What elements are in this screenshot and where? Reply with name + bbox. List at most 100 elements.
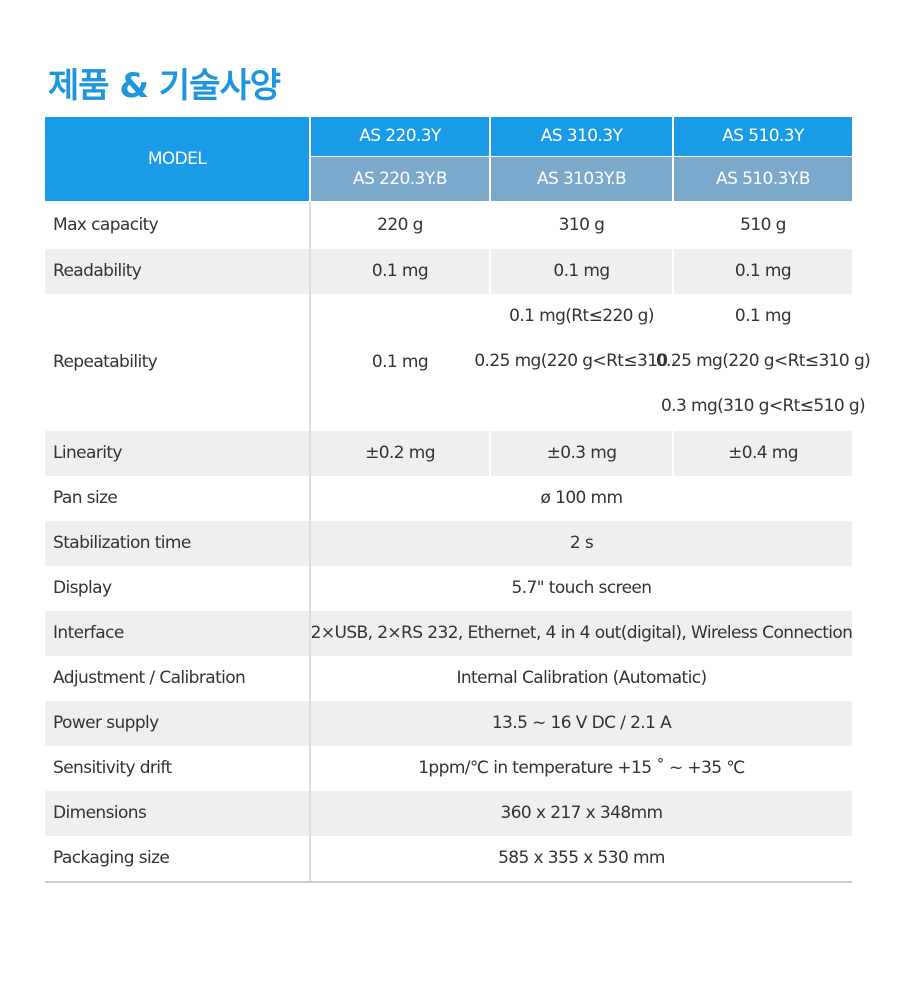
divider	[309, 476, 311, 521]
model-header: MODEL	[45, 117, 309, 201]
cell-text: ø 100 mm	[540, 488, 624, 508]
cell-text: AS 3103Y.B	[536, 168, 627, 189]
divider	[309, 249, 311, 294]
cell: 5.7" touch screen	[311, 566, 852, 611]
divider	[309, 521, 311, 566]
cell-text: 2 s	[569, 533, 594, 553]
cell-text: 360 x 217 x 348mm	[500, 803, 664, 823]
divider	[309, 294, 311, 431]
model-name: AS 510.3Y.B	[674, 157, 852, 201]
divider	[309, 836, 311, 881]
cell-text: 5.7" touch screen	[511, 578, 653, 598]
cell-text: 0.1 mg(Rt≤220 g)	[509, 306, 654, 326]
row-label: Display	[45, 566, 309, 611]
cell-text: Pan size	[53, 488, 118, 508]
model-name: AS 220.3Y.B	[311, 157, 489, 201]
cell: 0.1 mg	[491, 249, 672, 294]
cell-text: 510 g	[740, 215, 786, 235]
row-label: Sensitivity drift	[45, 746, 309, 791]
cell: ±0.2 mg	[311, 431, 489, 476]
cell-text: 0.3 mg(310 g<Rt≤510 g)	[660, 396, 866, 416]
row-label: Packaging size	[45, 836, 309, 881]
cell-text: Internal Calibration (Automatic)	[456, 668, 707, 688]
title: 제품 & 기술사양	[48, 66, 281, 106]
cell-text: 220 g	[377, 215, 423, 235]
divider	[309, 791, 311, 836]
cell-text: 13.5 ~ 16 V DC / 2.1 A	[491, 713, 672, 733]
cell: 510 g	[674, 202, 852, 249]
cell-text: 0.1 mg	[734, 261, 792, 281]
cell-text: AS 220.3Y.B	[353, 168, 448, 189]
row-label: Readability	[45, 249, 309, 294]
cell-text: Max capacity	[53, 215, 159, 235]
cell-text: Stabilization time	[53, 533, 191, 553]
cell-text: AS 510.3Y	[722, 126, 804, 146]
cell-text: ±0.3 mg	[546, 443, 617, 463]
cell-text: 0.1 mg	[371, 352, 429, 372]
model-name: AS 220.3Y	[311, 117, 489, 156]
divider	[309, 611, 311, 656]
cell-text: Power supply	[53, 713, 159, 733]
cell-text: Readability	[53, 261, 142, 281]
cell-text: 0.25 mg(220 g<Rt≤310 g)	[474, 351, 689, 371]
bottom-border	[45, 881, 852, 883]
model-name: AS 310.3Y	[491, 117, 672, 156]
model-name: AS 510.3Y	[674, 117, 852, 156]
cell: 0.1 mg	[674, 249, 852, 294]
cell: 0.1 mg	[311, 294, 489, 431]
cell: 13.5 ~ 16 V DC / 2.1 A	[311, 701, 852, 746]
cell-text: 0.25 mg(220 g<Rt≤310 g)	[655, 351, 871, 371]
cell-text: ±0.4 mg	[728, 443, 798, 463]
row-label: Pan size	[45, 476, 309, 521]
cell-text: 0.1 mg	[553, 261, 610, 281]
cell-text: Sensitivity drift	[53, 758, 172, 778]
cell: 310 g	[491, 202, 672, 249]
divider	[309, 202, 311, 249]
cell: 0.1 mg 0.25 mg(220 g<Rt≤310 g) 0.3 mg(310 …	[656, 294, 871, 431]
divider	[309, 746, 311, 791]
row-label: Stabilization time	[45, 521, 309, 566]
divider	[309, 566, 311, 611]
cell-text: 1ppm/℃ in temperature +15 ˚ ~ +35 ℃	[418, 758, 745, 778]
row-label: Power supply	[45, 701, 309, 746]
cell-text: AS 310.3Y	[540, 126, 623, 146]
cell: 360 x 217 x 348mm	[311, 791, 852, 836]
row-label: Dimensions	[45, 791, 309, 836]
cell: 0.1 mg(Rt≤220 g) 0.25 mg(220 g<Rt≤310 g)	[474, 294, 689, 431]
cell: Internal Calibration (Automatic)	[311, 656, 852, 701]
cell-text: AS 220.3Y	[359, 126, 441, 146]
cell-text: Packaging size	[53, 848, 170, 868]
cell-text: 310 g	[558, 215, 605, 235]
cell: ø 100 mm	[311, 476, 852, 521]
row-label: Adjustment / Calibration	[45, 656, 309, 701]
row-label: Interface	[45, 611, 309, 656]
cell-text: 0.1 mg	[371, 261, 429, 281]
cell-text: 0.1 mg	[734, 306, 792, 326]
cell-text: MODEL	[147, 148, 207, 169]
cell-text: ±0.2 mg	[365, 443, 435, 463]
cell: 220 g	[311, 202, 489, 249]
cell-text: Linearity	[53, 443, 122, 463]
cell: 0.1 mg	[311, 249, 489, 294]
cell-text: 585 x 355 x 530 mm	[498, 848, 665, 868]
cell: 2 s	[311, 521, 852, 566]
cell: 585 x 355 x 530 mm	[311, 836, 852, 881]
model-name: AS 3103Y.B	[491, 157, 672, 201]
row-label: Repeatability	[45, 294, 309, 431]
cell-text: Repeatability	[53, 352, 158, 372]
divider	[309, 431, 311, 476]
cell-text: AS 510.3Y.B	[716, 168, 811, 189]
cell: 1ppm/℃ in temperature +15 ˚ ~ +35 ℃	[311, 746, 852, 791]
divider	[309, 656, 311, 701]
cell: ±0.3 mg	[491, 431, 672, 476]
cell-text: Display	[53, 578, 112, 598]
cell: ±0.4 mg	[674, 431, 852, 476]
row-label: Max capacity	[45, 202, 309, 249]
cell-text: 2×USB, 2×RS 232, Ethernet, 4 in 4 out(di…	[310, 623, 853, 643]
cell-text: Dimensions	[53, 803, 147, 823]
cell-text: Adjustment / Calibration	[53, 668, 246, 688]
cell-text: Interface	[53, 623, 124, 643]
row-label: Linearity	[45, 431, 309, 476]
divider	[309, 701, 311, 746]
